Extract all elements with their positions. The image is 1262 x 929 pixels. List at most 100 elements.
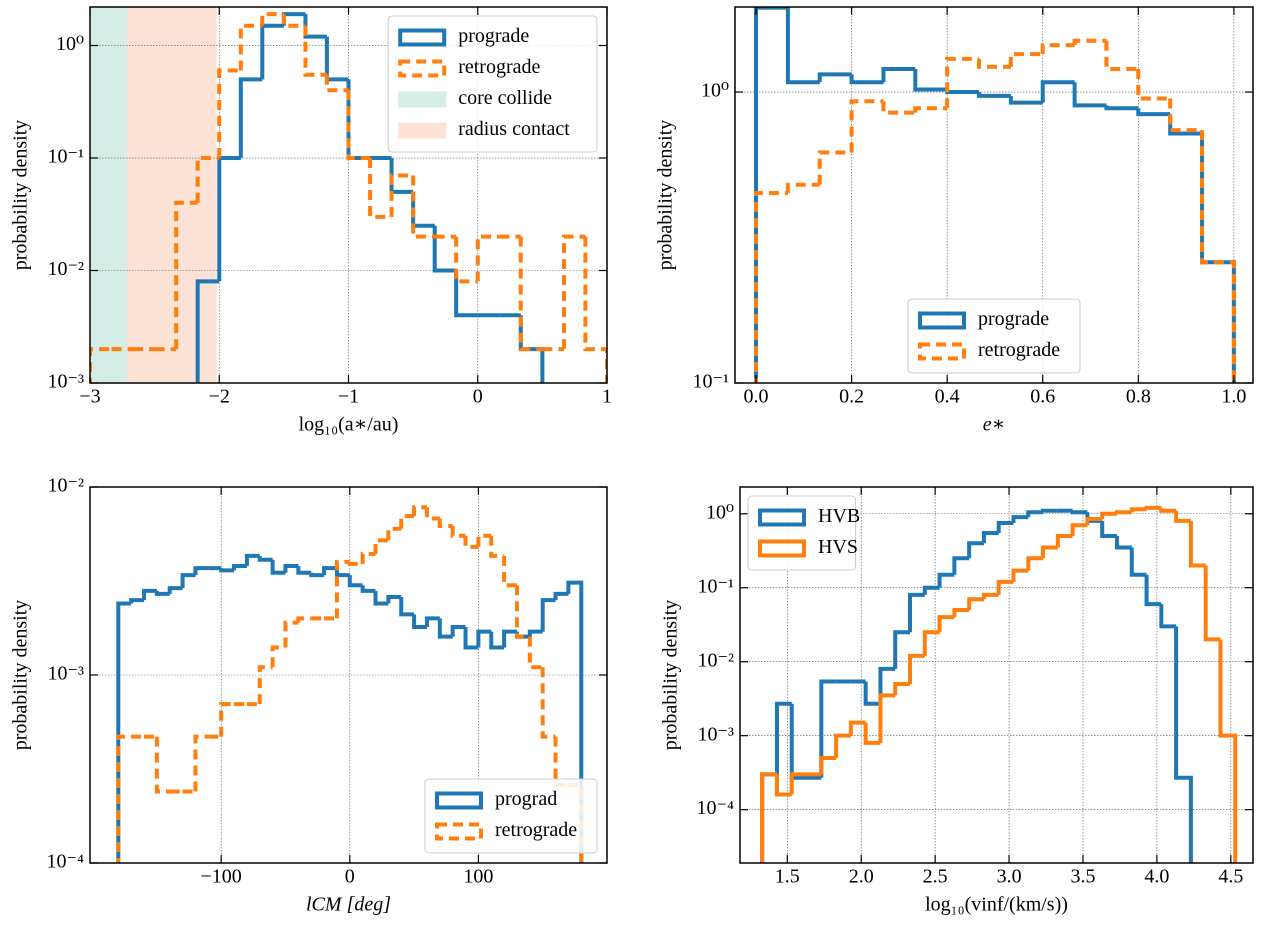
histogram-step [324,74,349,93]
histogram-step [981,530,999,544]
histogram-step [1040,80,1075,103]
histogram-step [257,665,273,705]
histogram-step [1026,556,1044,571]
histogram-step [129,598,145,604]
histogram-step [553,591,569,601]
histogram-step [913,106,948,113]
y-tick-label: 10⁻⁴ [46,851,84,873]
histogram-step [219,568,235,573]
y-tick-label: 10⁻³ [47,371,84,393]
y-tick-label: 10⁻² [697,649,734,671]
histogram-step [386,594,402,604]
x-tick-label: 0.4 [935,386,960,408]
histogram-step [193,734,209,792]
histogram-step [1168,98,1203,133]
legend-swatch [435,822,483,841]
legend-box [747,495,857,571]
histogram-step [967,541,984,559]
legend-label: core collide [458,87,552,109]
histogram-step [238,77,263,159]
legend-label: radius contact [458,118,570,140]
histogram-step [1011,515,1029,523]
histogram-step [347,575,363,588]
histogram-step [527,636,543,670]
legend-box [907,298,1081,374]
panel: −3 −2 −1 0 1 10⁻³ 10⁻² 10⁻¹ 10⁰ log₁₀(a∗/au) proba… [10,6,612,436]
x-tick-label: 1.0 [1221,386,1246,408]
histogram-step [849,99,884,153]
panel: 1.5 2.0 2.5 3.0 3.5 4.0 4.5 10⁻⁴ 10⁻³ 10⁻² 10⁻¹ 10⁰… [660,486,1254,916]
histogram-step [945,56,980,109]
histogram-step [848,720,866,736]
x-tick-label: 0.8 [1126,386,1151,408]
histogram-step [1055,534,1073,548]
histogram-step [476,629,492,648]
histogram-step [913,68,948,92]
histogram-step [834,733,851,758]
legend-label: retrograde [495,819,577,841]
histogram-step [863,681,881,706]
histogram-step [303,25,327,77]
histogram-step [785,182,820,193]
histogram-step [154,590,170,596]
x-tick-label: 4.0 [1144,866,1169,888]
histogram-step [514,585,530,639]
histogram-step [270,559,286,575]
histogram-step [819,679,837,778]
histogram-step [309,572,325,578]
histogram-step [817,72,852,83]
x-tick-label: −3 [79,386,100,408]
histogram-step [1136,68,1171,101]
histogram-step [967,597,984,610]
histogram-step [1218,639,1238,863]
histogram-step [1136,108,1171,117]
legend-label: retrograde [978,339,1060,361]
histogram-step [518,315,545,383]
histogram-step [281,14,306,28]
histogram-step [283,620,299,648]
histogram-step [760,772,777,863]
y-tick-label: 10⁰ [701,80,729,102]
y-axis-label: probability density [10,600,32,751]
histogram-step [1104,40,1139,71]
histogram-step [878,693,896,743]
histogram-step [195,279,220,383]
legend-swatch [758,539,806,558]
x-tick-label: 100 [463,866,493,888]
histogram-step [1174,626,1193,863]
histogram-step [475,234,500,282]
x-tick-label: −100 [201,866,242,888]
legend-box [387,15,598,153]
histogram-step [217,68,241,159]
y-axis-label: probability density [655,120,677,271]
histogram-step [283,564,299,573]
histogram-step [154,736,170,794]
histogram-step [217,156,241,282]
histogram-step [819,755,837,775]
legend: HVB HVS [747,495,860,571]
histogram-step [518,236,543,352]
histogram-step [373,538,389,555]
x-tick-label: −2 [209,386,230,408]
histogram-step [1026,510,1044,518]
histogram-step [296,566,312,575]
x-tick-label: −1 [338,386,359,408]
histogram-step [1144,574,1162,607]
histogram-step [450,526,466,538]
x-tick-label: 0 [345,866,355,888]
histogram-step [1100,511,1117,519]
legend-swatch [398,28,447,47]
plot-area [90,487,607,863]
histogram-step [566,580,584,863]
histogram-step [977,58,1011,69]
histogram-step [1203,565,1221,642]
histogram-step [373,590,389,606]
legend: prograd retrograde [424,778,598,854]
histogram-step [412,614,427,630]
y-tick-label: 10⁻¹ [47,146,84,168]
histogram-step [260,23,284,80]
histogram-step [561,234,586,350]
histogram-step [257,555,273,562]
legend-swatch [918,311,966,330]
